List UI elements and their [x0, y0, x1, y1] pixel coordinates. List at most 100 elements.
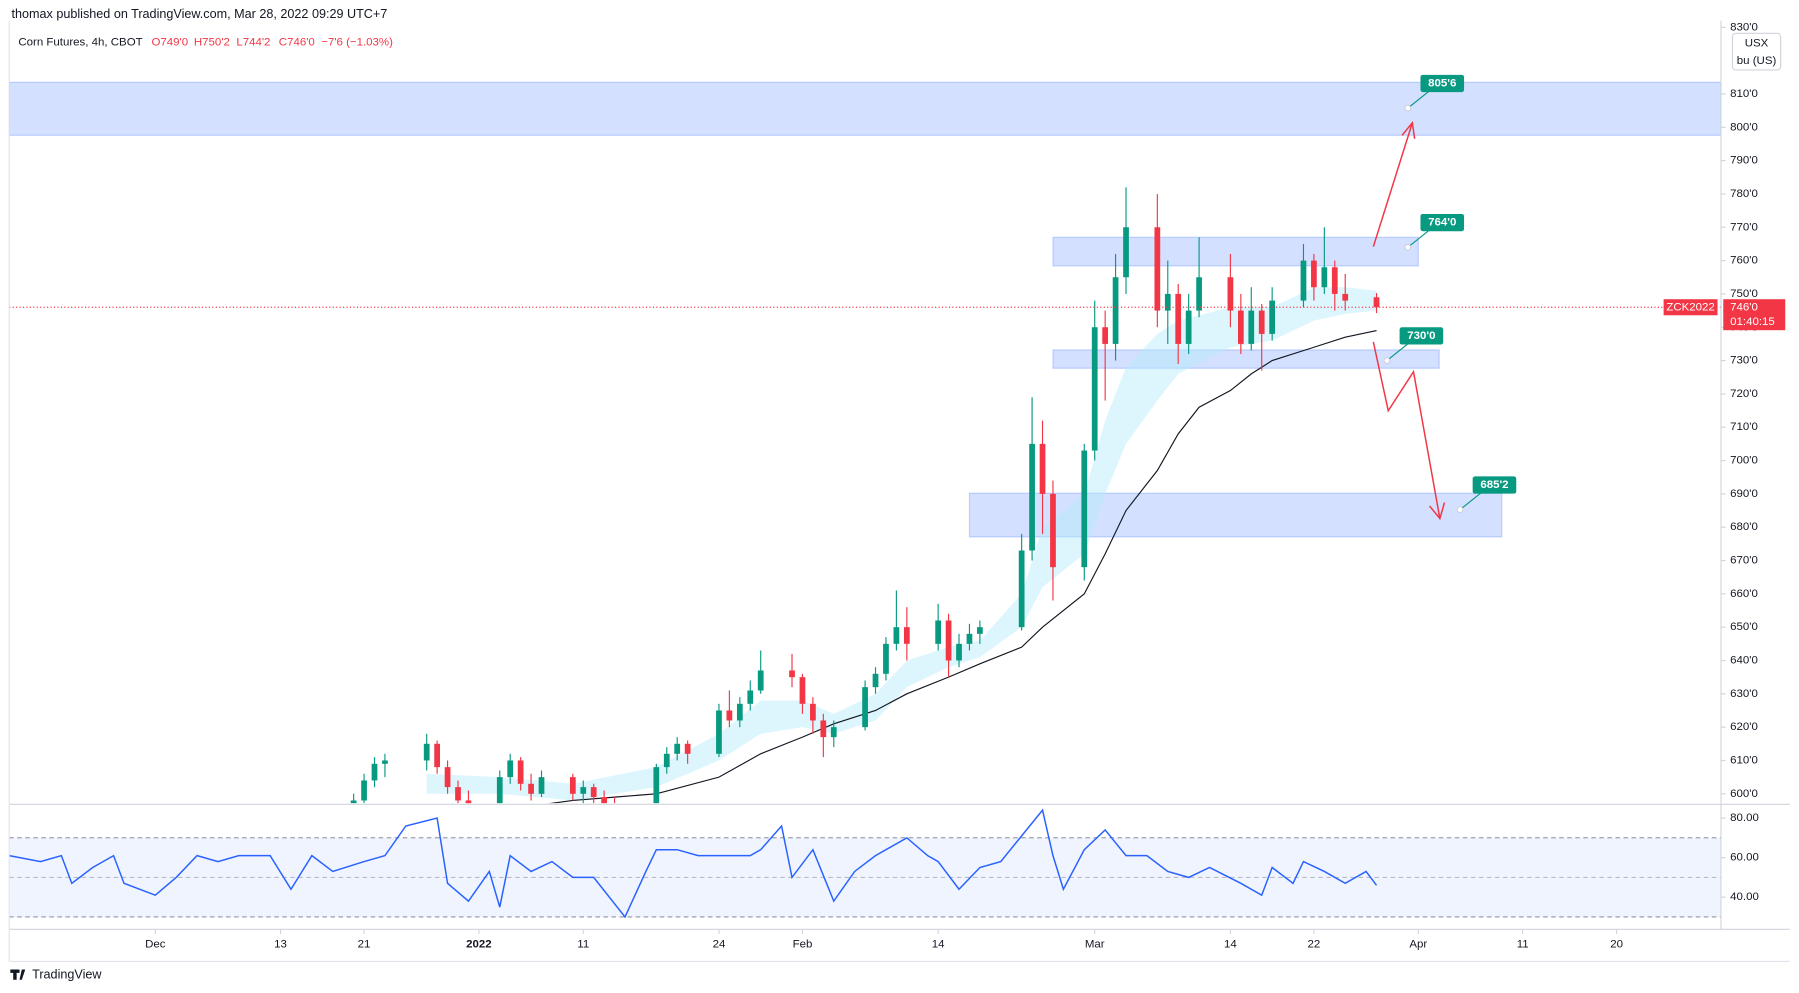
candle-body	[1018, 550, 1025, 628]
candle-body	[862, 687, 868, 728]
candle-body	[569, 777, 576, 794]
y-tick-label: 600'0	[1730, 788, 1758, 800]
y-tick-label: 710'0	[1730, 421, 1758, 433]
zone	[968, 492, 1503, 538]
y-tick-label: 790'0	[1730, 155, 1758, 167]
callout-box	[1399, 327, 1444, 345]
candle-body	[872, 673, 879, 688]
candle-body	[350, 800, 357, 804]
candle-body	[517, 760, 524, 784]
candle-body	[382, 760, 388, 764]
y-tick-label: 800'0	[1730, 121, 1758, 133]
candle-body	[893, 627, 900, 644]
candle-body	[736, 703, 743, 721]
rsi-tick-label: 40.00	[1730, 891, 1759, 903]
callout-point	[1456, 506, 1464, 514]
y-tick-label: 670'0	[1730, 555, 1758, 567]
legend-close: C746'0	[279, 36, 315, 48]
zone	[1052, 236, 1419, 267]
y-tick-label: 730'0	[1730, 355, 1758, 367]
callout-point	[1404, 243, 1412, 251]
candle-body	[810, 703, 816, 721]
candle-body	[496, 777, 503, 804]
y-tick-label: 650'0	[1730, 621, 1758, 633]
ema-ribbon	[426, 287, 1377, 801]
y-tick-label: 630'0	[1730, 688, 1758, 700]
candle-body	[1269, 300, 1276, 334]
candle-body	[434, 743, 441, 768]
legend-bg	[13, 33, 393, 51]
overlays: 805'6 764'0 730'0 685'2	[1372, 74, 1517, 521]
candle-body	[1373, 297, 1380, 308]
candle-body	[1029, 443, 1035, 551]
candle-body	[674, 743, 681, 754]
currency-frame	[1731, 32, 1782, 71]
callout-leader	[1459, 490, 1484, 511]
candle-body	[956, 643, 962, 661]
y-tick-label: 810'0	[1730, 88, 1758, 100]
callout-label: 805'6	[1428, 77, 1456, 89]
legend-high: H750'2	[194, 36, 230, 48]
candle-body	[444, 767, 451, 788]
rsi-line	[9, 808, 1378, 919]
candle-body	[1102, 327, 1109, 344]
y-tick-label: 620'0	[1730, 721, 1758, 733]
candle-body	[507, 760, 514, 778]
callout-label: 685'2	[1480, 479, 1508, 491]
callout-point	[1383, 357, 1391, 364]
y-tick-label: 770'0	[1730, 221, 1758, 233]
rsi-pane	[9, 808, 1721, 919]
candle-body	[528, 783, 534, 794]
y-tick-label: 610'0	[1730, 754, 1758, 766]
x-tick-label: Feb	[793, 938, 813, 950]
zone	[9, 81, 1721, 136]
candle-body	[757, 670, 764, 691]
price-countdown: 01:40:15	[1730, 316, 1775, 328]
candle-body	[1050, 493, 1056, 568]
candle-body	[1248, 310, 1255, 344]
x-tick-label: 22	[1308, 938, 1321, 950]
x-tick-label: 13	[274, 938, 287, 950]
candle-body	[820, 720, 827, 738]
y-tick-label: 640'0	[1730, 655, 1758, 667]
callout-box	[1420, 74, 1465, 93]
candle-body	[747, 690, 754, 704]
x-tick-label: Mar	[1085, 938, 1105, 950]
projection-arrows	[1372, 120, 1446, 521]
candle-body	[977, 627, 983, 634]
candle-body	[1154, 227, 1161, 311]
symbol-tag	[1663, 299, 1718, 316]
candle-body	[653, 767, 660, 804]
candle-body	[663, 753, 670, 768]
brand-logo	[10, 969, 26, 980]
candle-body	[1039, 443, 1046, 494]
footer: TradingView	[10, 968, 102, 982]
price-tag	[1723, 299, 1786, 331]
candle-body	[935, 620, 942, 644]
callout-box	[1420, 213, 1465, 232]
x-tick-label: 11	[577, 938, 589, 950]
candle-body	[726, 710, 733, 721]
candle-body	[1081, 450, 1088, 568]
candle-body	[580, 787, 587, 794]
legend: Corn Futures, 4h, CBOT O749'0 H750'2 L74…	[13, 33, 393, 51]
y-tick-label: 750'0	[1730, 288, 1758, 300]
moving-average	[549, 330, 1377, 804]
symbol-tag-label: ZCK2022	[1666, 301, 1714, 313]
arrow-up	[1372, 122, 1414, 247]
candle-body	[1237, 310, 1244, 344]
legend-low: L744'2	[236, 36, 270, 48]
arrow-head	[1401, 120, 1416, 139]
candle-body	[903, 627, 910, 644]
candle-body	[1300, 260, 1307, 301]
candle-body	[945, 620, 952, 661]
callout-label: 764'0	[1428, 217, 1456, 229]
y-tick-label: 700'0	[1730, 455, 1758, 467]
callout-box	[1472, 476, 1517, 494]
candle-body	[830, 727, 837, 738]
x-tick-label: 14	[932, 938, 945, 950]
candle-body	[590, 787, 597, 798]
y-tick-label: 660'0	[1730, 588, 1758, 600]
